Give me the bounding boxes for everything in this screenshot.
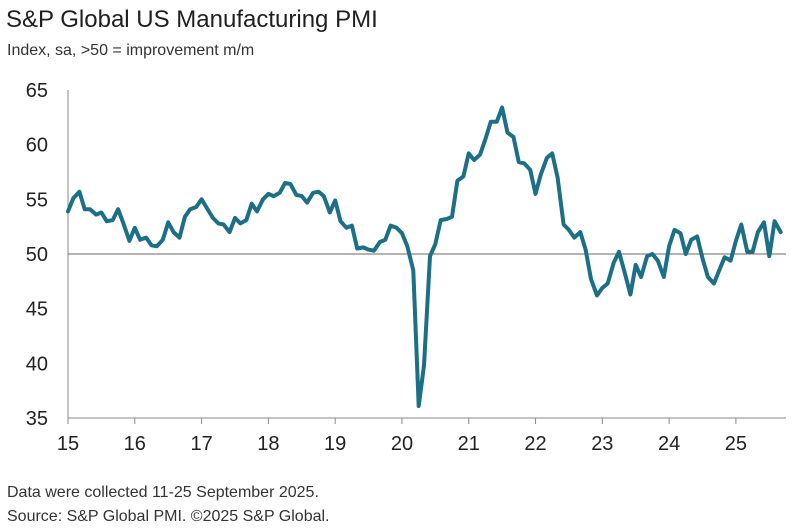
chart-subtitle: Index, sa, >50 = improvement m/m — [7, 42, 255, 59]
y-tick-label: 35 — [26, 408, 48, 430]
x-tick-label: 18 — [257, 433, 279, 455]
x-axis-ticks — [67, 418, 737, 424]
y-tick-label: 40 — [26, 353, 48, 375]
x-tick-label: 22 — [524, 433, 546, 455]
y-tick-label: 55 — [26, 189, 48, 211]
y-tick-label: 50 — [26, 244, 48, 266]
x-tick-label: 20 — [391, 433, 413, 455]
pmi-series-line — [66, 105, 783, 408]
x-tick-label: 19 — [324, 433, 346, 455]
pmi-line-chart: 35 40 45 50 55 60 65 15 16 17 18 19 20 21 22 23 24 25 — [26, 80, 786, 455]
chart-title: S&P Global US Manufacturing PMI — [6, 6, 378, 33]
y-tick-label: 60 — [26, 135, 48, 157]
x-tick-label: 17 — [190, 433, 212, 455]
x-tick-label: 24 — [658, 433, 680, 455]
x-tick-label: 23 — [591, 433, 613, 455]
x-tick-label: 21 — [458, 433, 480, 455]
y-tick-label: 65 — [26, 80, 48, 102]
x-tick-label: 25 — [725, 433, 747, 455]
footnote-source: Source: S&P Global PMI. ©2025 S&P Global… — [7, 508, 330, 525]
y-tick-label: 45 — [26, 299, 48, 321]
x-tick-label: 15 — [57, 433, 79, 455]
y-axis-labels: 35 40 45 50 55 60 65 — [26, 80, 48, 430]
footnote-collection-date: Data were collected 11-25 September 2025… — [7, 484, 319, 501]
x-axis-labels: 15 16 17 18 19 20 21 22 23 24 25 — [57, 433, 747, 455]
x-tick-label: 16 — [124, 433, 146, 455]
